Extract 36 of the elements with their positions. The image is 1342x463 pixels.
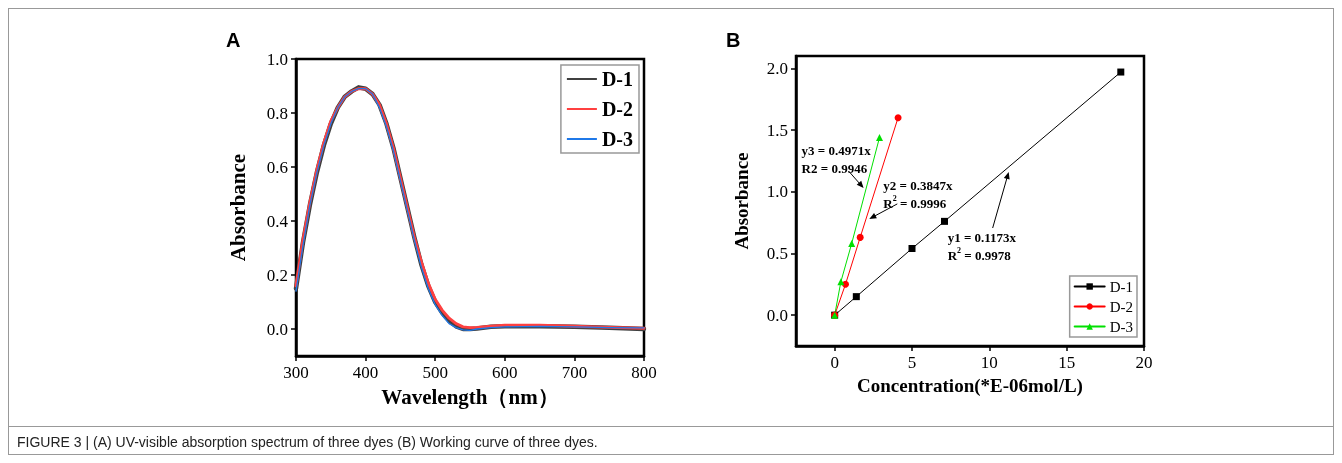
y-tick-label: 1.0 xyxy=(266,49,288,69)
x-tick-label: 0 xyxy=(830,353,839,372)
y-tick-label: 0.0 xyxy=(266,319,288,339)
chart-title: B xyxy=(726,29,741,51)
x-axis-title: Wavelength（nm） xyxy=(381,384,559,409)
y-tick-label: 0.5 xyxy=(766,243,788,263)
legend-label: D-2 xyxy=(1109,298,1133,315)
x-axis-title: Concentration(*E-06mol/L) xyxy=(857,375,1083,397)
x-tick-label: 15 xyxy=(1058,353,1076,372)
y-tick-label: 0.0 xyxy=(766,305,788,325)
x-tick-label: 400 xyxy=(352,363,379,382)
x-tick-label: 5 xyxy=(907,353,917,372)
y-tick-label: 0.2 xyxy=(266,265,288,285)
x-tick-label: 300 xyxy=(283,363,309,382)
x-tick-label: 10 xyxy=(980,353,998,372)
x-tick-label: 20 xyxy=(1135,353,1153,372)
legend-label: D-1 xyxy=(601,68,634,90)
x-tick-label: 500 xyxy=(422,363,448,382)
x-tick-label: 600 xyxy=(492,363,518,382)
x-tick-label: 700 xyxy=(561,363,588,382)
x-tick-label: 800 xyxy=(631,363,657,382)
legend-label: D-1 xyxy=(1109,278,1133,295)
y-tick-label: 0.4 xyxy=(266,211,289,231)
legend-label: D-2 xyxy=(601,98,634,120)
y-axis-title: Absorbance xyxy=(731,152,752,250)
y-tick-label: 1.0 xyxy=(766,182,788,202)
y-tick-label: 0.6 xyxy=(266,157,288,177)
chart-title: A xyxy=(226,29,241,51)
y-tick-label: 2.0 xyxy=(766,58,788,78)
caption: FIGURE 3 | (A) UV-visible absorption spectrum of three dyes (B) Working curve of three dyes. xyxy=(17,434,598,450)
annotation: y3 = 0.4971x R2 = 0.9946 xyxy=(801,142,872,176)
y-axis-title: Absorbance xyxy=(225,153,250,262)
y-tick-label: 1.5 xyxy=(766,120,788,140)
y-tick-label: 0.8 xyxy=(266,103,288,123)
legend-label: D-3 xyxy=(601,128,634,150)
legend-label: D-3 xyxy=(1109,318,1133,335)
